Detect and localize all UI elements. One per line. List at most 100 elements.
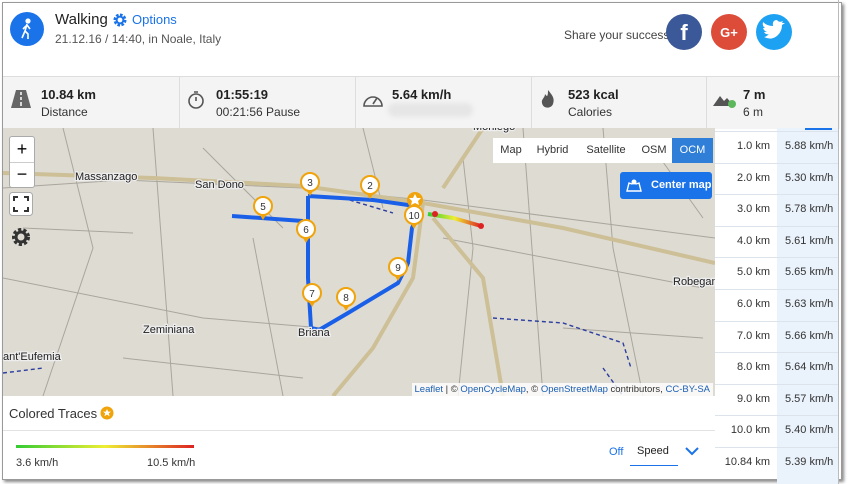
elevation-icon [713,96,736,108]
zoom-out[interactable]: − [16,164,28,184]
split-distance: 4.0 km [736,234,770,247]
split-speed: 5.39 km/h [785,456,834,468]
stats-bar [3,76,840,129]
split-speed: 5.61 km/h [785,234,834,247]
fullscreen-button[interactable] [9,192,33,216]
split-row-border [715,257,838,259]
share-text: Share your success [564,28,670,42]
datetime: 21.12.16 / 14:40, in Noale, Italy [55,32,222,46]
attribution: Leaflet | © OpenCycleMap, © OpenStreetMa… [411,383,713,396]
split-speed: 5.30 km/h [785,171,834,184]
split-distance: 5.0 km [736,266,770,279]
marker-circle [388,257,408,277]
attribution-link[interactable]: OpenCycleMap [460,384,526,395]
settings-button[interactable] [9,225,33,249]
place-label: Zeminiana [143,324,195,336]
layer-button[interactable]: Satellite [586,144,626,156]
marker-circle [302,283,322,303]
split-row-border [715,225,838,227]
split-row-border [715,162,838,164]
split-row-border [715,131,838,132]
split-row-border [715,447,838,448]
attribution-link[interactable]: OpenStreetMap [540,384,608,395]
blurred-field [388,103,473,117]
traces-toggle[interactable]: Off [609,446,624,458]
place-label: Robegan [673,276,715,288]
layer-switcher: Map Hybrid Satellite OSM OCM [493,138,713,163]
zoom-control: + − [9,136,35,188]
marker-circle [300,172,320,192]
facebook-button[interactable]: f [666,14,702,50]
stat-divider [531,77,532,128]
traces-max: 10.5 km/h [147,457,196,469]
split-row-border [715,383,838,385]
marker-number: 5 [260,202,266,213]
social-buttons: f G+ [666,14,792,50]
route-marker[interactable]: 9 [388,257,408,281]
metric-select[interactable]: Speed [630,445,678,466]
attribution-text: , © [525,384,541,395]
marker-number: 3 [307,178,313,189]
traces-min: 3.6 km/h [16,457,59,469]
marker-number: 6 [303,225,309,236]
split-speed: 5.57 km/h [785,392,834,405]
split-distance: 7.0 km [736,329,770,342]
split-row-border [715,289,838,290]
split-distance: 6.0 km [736,298,770,310]
split-speed: 5.78 km/h [785,203,834,216]
marker-circle [336,287,356,307]
route-marker[interactable]: 6 [296,219,316,243]
flame-icon [541,90,554,108]
activity-icon [10,12,44,46]
split-row-border [715,194,838,196]
attribution-link[interactable]: CC-BY-SA [665,384,710,395]
marker-number: 8 [343,293,349,304]
split-distance: 10.84 km [724,456,770,468]
layer-button[interactable]: Hybrid [536,144,569,156]
split-distance: 10.0 km [730,424,770,437]
split-distance: 3.0 km [736,203,770,216]
twitter-button[interactable] [756,14,792,50]
zoom-in[interactable]: + [10,137,34,163]
speed-column [777,128,838,484]
traces-star [100,406,114,420]
gear-icon [113,13,127,27]
route-marker[interactable]: 7 [302,283,322,307]
stat-label: Distance [41,105,88,119]
split-row-border [715,415,838,417]
route-marker[interactable]: 2 [360,175,380,199]
split-speed: 5.64 km/h [785,361,834,374]
layer-button[interactable]: Map [500,144,522,156]
stat-label: 00:21:56 Pause [216,105,301,119]
clock-icon [188,91,204,109]
place-label: Massanzago [75,171,137,183]
attribution-link[interactable]: Leaflet [414,384,444,395]
marker-number: 10 [408,211,420,222]
stat-value: 10.84 km [41,87,96,102]
speed-icon [363,96,383,107]
activity-name: Walking [55,11,108,28]
split-distance: 8.0 km [736,361,770,374]
layer-button[interactable]: OCM [672,138,713,163]
split-row-border [715,352,838,354]
traces-legend-bar [16,445,194,448]
map[interactable]: 2 3 5 6 7 8 9 10 Massanzago San Dono Zeminiana Bri… [3,128,715,396]
route-marker[interactable]: 8 [336,287,356,311]
stat-label: 6 m [743,105,764,119]
split-speed: 5.40 km/h [785,424,834,437]
frame [2,2,842,480]
route-marker[interactable]: 3 [300,172,320,196]
marker-circle [360,175,380,195]
center-map-button[interactable]: Center map [620,172,712,199]
stat-value: 523 kcal [568,87,619,102]
layer-button[interactable]: OSM [641,144,667,156]
google-button[interactable]: G+ [711,14,747,50]
divider [3,430,715,431]
route-marker[interactable]: 10 [404,205,424,229]
route-marker[interactable]: 5 [253,196,273,220]
attribution-text: | © [443,384,461,395]
dropdown-chevron[interactable] [685,446,699,456]
road-icon [11,90,31,108]
right-edge [838,0,839,484]
options-link[interactable]: Options [132,12,177,27]
